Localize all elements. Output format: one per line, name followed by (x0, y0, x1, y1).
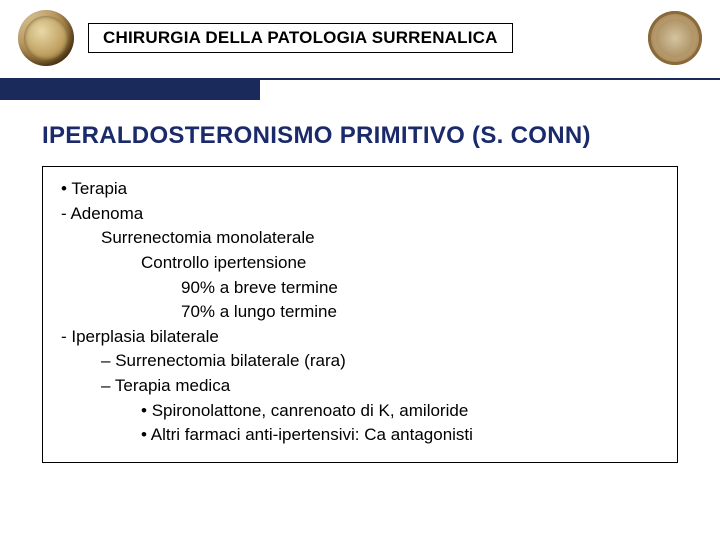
header-row: CHIRURGIA DELLA PATOLOGIA SURRENALICA (0, 0, 720, 66)
content-lines: Terapia- AdenomaSurrenectomia monolatera… (57, 177, 663, 448)
content-line: Controllo ipertensione (141, 251, 663, 276)
content-line: Altri farmaci anti-ipertensivi: Ca antag… (141, 423, 663, 448)
content-line: - Adenoma (61, 202, 663, 227)
divider-row (0, 78, 720, 100)
content-line: 70% a lungo termine (181, 300, 663, 325)
content-line: Terapia medica (101, 374, 663, 399)
university-seal-left-icon (18, 10, 74, 66)
content-line: 90% a breve termine (181, 276, 663, 301)
section-title: IPERALDOSTERONISMO PRIMITIVO (S. CONN) (42, 122, 720, 150)
header-title-box: CHIRURGIA DELLA PATOLOGIA SURRENALICA (88, 23, 513, 53)
content-box: Terapia- AdenomaSurrenectomia monolatera… (42, 166, 678, 463)
university-seal-right-icon (648, 11, 702, 65)
content-line: Spironolattone, canrenoato di K, amilori… (141, 399, 663, 424)
content-line: Surrenectomia monolaterale (101, 226, 663, 251)
content-line: Terapia (61, 177, 663, 202)
content-line: Surrenectomia bilaterale (rara) (101, 349, 663, 374)
header-title: CHIRURGIA DELLA PATOLOGIA SURRENALICA (103, 28, 498, 47)
content-line: - Iperplasia bilaterale (61, 325, 663, 350)
blue-bar (0, 78, 260, 100)
divider-line (260, 78, 720, 80)
